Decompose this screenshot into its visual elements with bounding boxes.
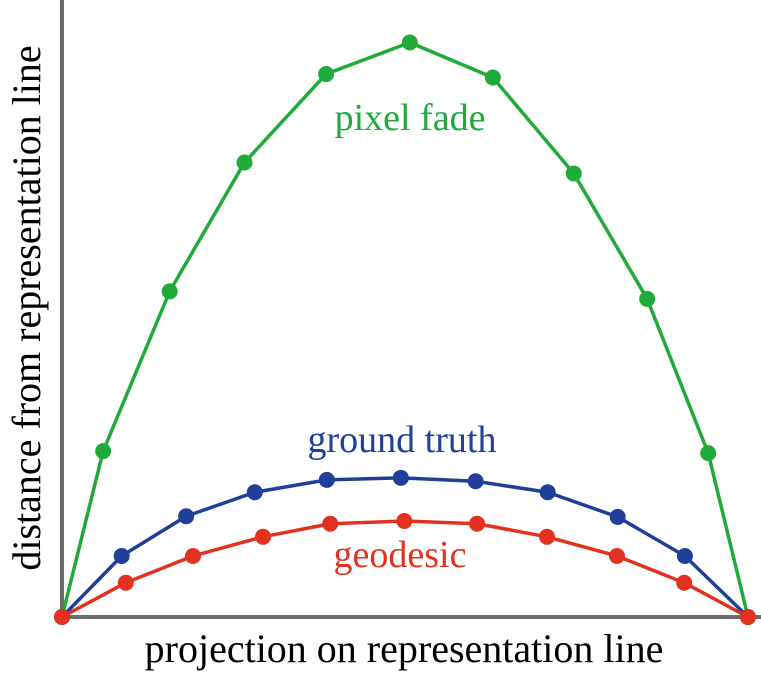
series-label: pixel fade <box>335 97 486 139</box>
data-point <box>700 445 717 462</box>
data-point <box>469 515 486 532</box>
data-point <box>676 574 693 591</box>
data-point <box>318 471 335 488</box>
x-axis-label: projection on representation line <box>145 626 664 671</box>
data-point <box>95 443 112 460</box>
data-point <box>392 469 409 486</box>
data-point <box>161 283 178 300</box>
data-point <box>185 547 202 564</box>
data-point <box>401 34 418 51</box>
y-axis-label: distance from representation line <box>4 45 49 570</box>
data-point <box>467 473 484 490</box>
data-point <box>484 69 501 86</box>
data-point <box>639 290 656 307</box>
data-point <box>565 165 582 182</box>
data-point <box>113 547 130 564</box>
data-point <box>178 508 195 525</box>
data-point <box>740 609 756 625</box>
data-point <box>318 66 335 83</box>
series-label: ground truth <box>308 419 497 461</box>
data-point <box>609 508 626 525</box>
data-point <box>117 574 134 591</box>
data-point <box>246 484 263 501</box>
data-point <box>396 513 413 530</box>
data-point <box>254 528 271 545</box>
data-point <box>676 547 693 564</box>
data-point <box>322 515 339 532</box>
data-point <box>236 154 253 171</box>
data-point <box>608 547 625 564</box>
data-point <box>54 609 70 625</box>
data-point <box>539 484 556 501</box>
series-label: geodesic <box>334 534 467 576</box>
data-point <box>539 528 556 545</box>
